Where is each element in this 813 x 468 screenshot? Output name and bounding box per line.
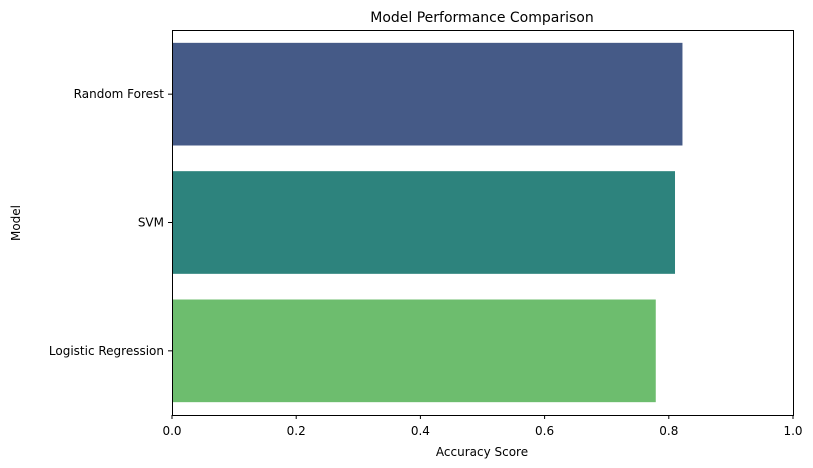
plot-frame <box>172 30 794 416</box>
x-tick-label: 0.4 <box>411 424 430 438</box>
x-axis-label: Accuracy Score <box>436 445 528 459</box>
x-tick-label: 0.6 <box>535 424 554 438</box>
x-tick-label: 1.0 <box>783 424 802 438</box>
x-tick-label: 0.8 <box>659 424 678 438</box>
x-tick-label: 0.2 <box>287 424 306 438</box>
y-axis-label: Model <box>9 205 23 241</box>
bars-group <box>172 42 683 403</box>
bar-svm <box>172 171 676 274</box>
x-axis-ticks: 0.0 0.2 0.4 0.6 0.8 1.0 <box>162 415 803 438</box>
chart-title: Model Performance Comparison <box>370 10 593 26</box>
x-tick-label: 0.0 <box>162 424 181 438</box>
y-axis-ticks: Random Forest SVM Logistic Regression <box>49 87 172 358</box>
bar-random-forest <box>172 42 683 146</box>
y-tick-label: Logistic Regression <box>49 344 164 358</box>
y-tick-label: SVM <box>138 216 164 230</box>
bar-logistic-regression <box>172 299 656 403</box>
y-tick-label: Random Forest <box>74 87 165 101</box>
